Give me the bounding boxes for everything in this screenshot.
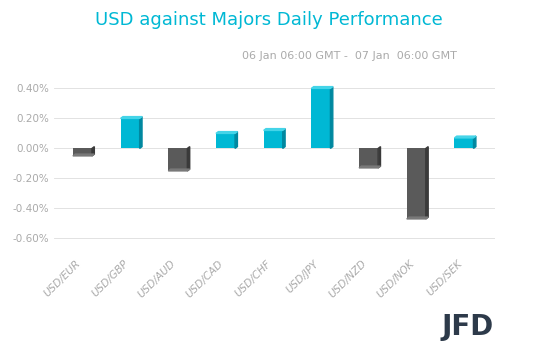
Polygon shape bbox=[140, 117, 142, 149]
Polygon shape bbox=[378, 147, 380, 168]
Polygon shape bbox=[426, 147, 428, 219]
Polygon shape bbox=[359, 166, 380, 168]
Text: JFD: JFD bbox=[442, 313, 494, 341]
Bar bbox=[312, 88, 330, 149]
Polygon shape bbox=[168, 169, 190, 171]
Polygon shape bbox=[187, 147, 190, 171]
Bar bbox=[359, 149, 378, 168]
Bar bbox=[168, 149, 187, 171]
Bar bbox=[407, 149, 426, 219]
Polygon shape bbox=[121, 117, 142, 118]
Polygon shape bbox=[73, 154, 94, 156]
Polygon shape bbox=[407, 217, 428, 219]
Bar bbox=[216, 133, 235, 149]
Polygon shape bbox=[455, 136, 476, 138]
Polygon shape bbox=[264, 128, 285, 130]
Text: 06 Jan 06:00 GMT -  07 Jan  06:00 GMT: 06 Jan 06:00 GMT - 07 Jan 06:00 GMT bbox=[242, 51, 457, 61]
Text: USD against Majors Daily Performance: USD against Majors Daily Performance bbox=[95, 11, 443, 29]
Bar bbox=[73, 149, 92, 156]
Polygon shape bbox=[283, 128, 285, 149]
Polygon shape bbox=[473, 136, 476, 149]
Polygon shape bbox=[216, 132, 237, 133]
Polygon shape bbox=[235, 132, 237, 149]
Polygon shape bbox=[312, 87, 333, 88]
Polygon shape bbox=[92, 147, 94, 156]
Bar bbox=[264, 130, 283, 149]
Bar bbox=[121, 118, 140, 149]
Bar bbox=[455, 138, 473, 149]
Polygon shape bbox=[330, 87, 333, 149]
